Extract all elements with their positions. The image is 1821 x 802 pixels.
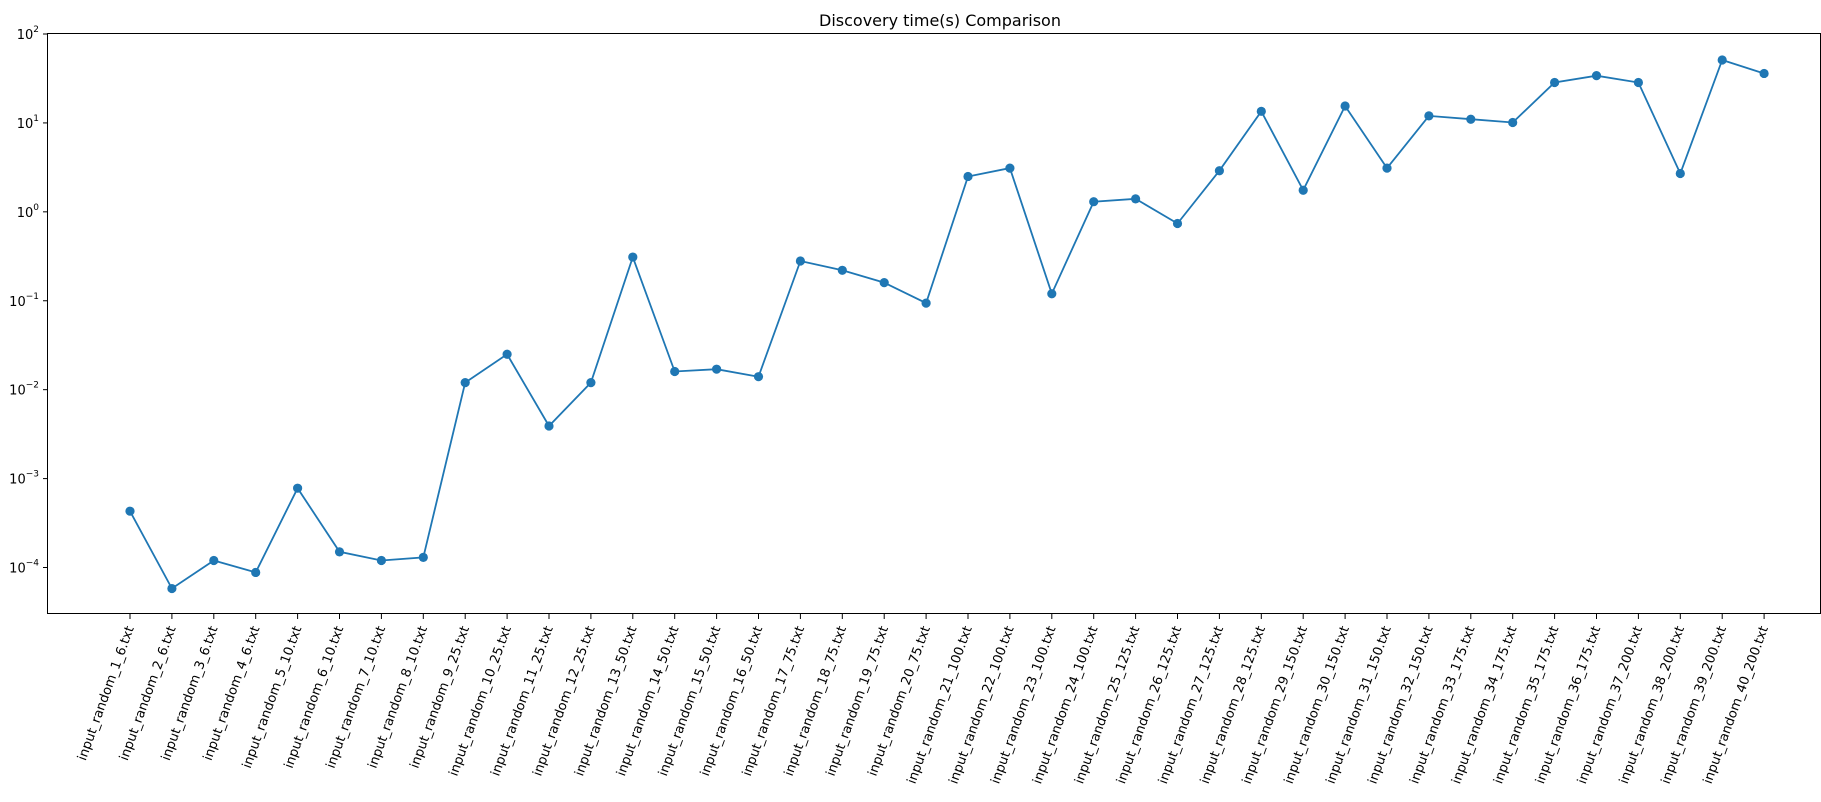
y-tick-label: 10−4 (9, 559, 39, 577)
data-point (1759, 68, 1769, 79)
y-tick-label: 102 (17, 25, 39, 43)
data-point (1717, 55, 1727, 65)
data-point (1424, 111, 1434, 121)
data-point (1256, 106, 1266, 116)
y-tick-label: 10−3 (9, 470, 39, 488)
data-point (251, 567, 261, 578)
data-point (963, 171, 973, 182)
data-series (125, 55, 1769, 594)
data-point (418, 552, 428, 562)
data-point (837, 265, 847, 275)
data-point (460, 378, 470, 388)
y-tick-label: 10−1 (9, 292, 39, 310)
data-point (879, 278, 889, 288)
chart-title: Discovery time(s) Comparison (819, 11, 1061, 30)
data-point (167, 583, 177, 594)
data-point (753, 372, 764, 382)
data-point (1214, 166, 1224, 176)
data-point (1550, 77, 1560, 88)
data-point (628, 252, 638, 262)
x-axis: input_random_1_6.txtinput_random_2_6.txt… (75, 614, 1772, 786)
data-point (334, 547, 345, 557)
data-point (1005, 163, 1015, 173)
data-point (1466, 114, 1476, 124)
data-point (1340, 101, 1350, 111)
plot-frame (47, 33, 1821, 614)
data-point (1047, 289, 1057, 299)
data-point (795, 256, 806, 266)
data-point (1131, 194, 1141, 204)
data-point (376, 555, 386, 566)
data-point (1591, 71, 1602, 81)
data-point (125, 506, 135, 516)
data-point (921, 298, 931, 308)
data-point (1172, 218, 1183, 229)
data-point (1675, 168, 1685, 179)
data-point (544, 421, 554, 431)
data-point (1382, 163, 1392, 173)
y-tick-label: 101 (17, 114, 39, 132)
data-point (1633, 77, 1643, 88)
data-point (1089, 197, 1099, 207)
y-tick-label: 10−2 (9, 381, 39, 399)
data-point (586, 378, 596, 388)
data-point (502, 349, 512, 359)
data-point (1298, 185, 1308, 195)
y-axis: 102 101 100 10−1 10−2 10−3 10−4 (9, 25, 48, 577)
data-point (209, 555, 219, 566)
series-line (129, 58, 1765, 590)
data-point (670, 366, 680, 377)
data-point (712, 364, 722, 374)
data-point (293, 483, 303, 493)
y-tick-label: 100 (17, 203, 40, 221)
data-point (1508, 117, 1518, 128)
